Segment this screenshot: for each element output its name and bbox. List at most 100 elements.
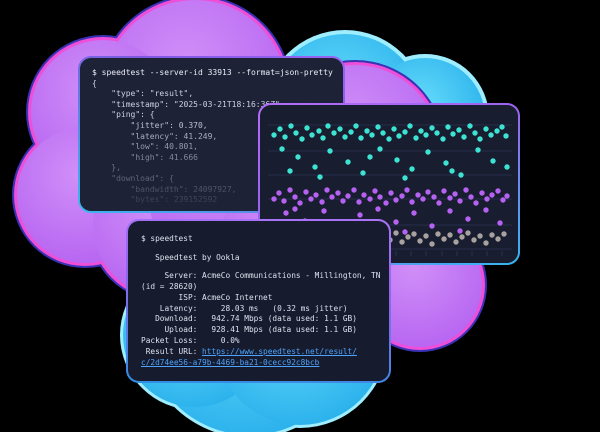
- dot-teal: [503, 133, 509, 139]
- dot-purple: [361, 192, 367, 198]
- dot-purple: [393, 197, 399, 203]
- dot-teal: [304, 125, 310, 131]
- dot-purple: [324, 187, 330, 193]
- terminal-window-speedtest-result: $ speedtest Speedtest by Ookla Server: A…: [126, 219, 391, 383]
- dot-teal: [467, 123, 473, 129]
- dot-purple: [420, 196, 426, 202]
- dot-purple: [409, 199, 415, 205]
- terminal-line: $ speedtest --server-id 33913 --format=j…: [92, 68, 333, 77]
- dot-purple: [457, 228, 463, 234]
- dot-teal: [295, 154, 301, 160]
- dot-purple: [489, 192, 495, 198]
- dot-teal: [316, 128, 322, 134]
- dot-purple: [271, 196, 277, 202]
- dot-teal: [353, 123, 359, 129]
- dot-teal: [456, 127, 462, 133]
- dot-gray: [489, 232, 495, 238]
- dot-teal: [287, 168, 293, 174]
- dot-teal: [458, 172, 464, 178]
- dot-teal: [391, 126, 397, 132]
- dot-purple: [377, 194, 383, 200]
- dot-purple: [500, 197, 506, 203]
- dot-purple: [383, 200, 389, 206]
- dot-teal: [409, 166, 415, 172]
- terminal-line: Latency: 28.03 ms (0.32 ms jitter): [141, 303, 348, 313]
- dot-gray: [477, 233, 483, 239]
- dot-teal: [472, 130, 478, 136]
- dot-teal: [360, 170, 366, 176]
- dot-purple: [321, 208, 327, 214]
- terminal-line: {: [92, 78, 97, 88]
- dot-purple: [345, 193, 351, 199]
- result-url-link[interactable]: https://www.speedtest.net/result/: [202, 346, 357, 356]
- dot-teal: [358, 135, 364, 141]
- dot-purple: [313, 192, 319, 198]
- dot-gray: [441, 236, 447, 242]
- dot-purple: [357, 212, 363, 218]
- dot-teal: [423, 132, 429, 138]
- terminal-line: Server: AcmeCo Communications - Millingt…: [141, 271, 381, 281]
- dot-teal: [375, 124, 381, 130]
- dot-purple: [356, 199, 362, 205]
- dot-teal: [279, 146, 285, 152]
- dot-purple: [431, 194, 437, 200]
- dot-teal: [490, 158, 496, 164]
- dot-gray: [495, 236, 501, 242]
- dot-teal: [293, 130, 299, 136]
- dot-teal: [369, 132, 375, 138]
- dot-teal: [277, 126, 283, 132]
- terminal-line: (id = 28620): [141, 281, 198, 291]
- dot-teal: [483, 126, 489, 132]
- dot-purple: [372, 188, 378, 194]
- dot-teal: [337, 126, 343, 132]
- dot-gray: [393, 230, 399, 236]
- dot-teal: [413, 135, 419, 141]
- dot-teal: [386, 136, 392, 142]
- terminal-line: "type": "result",: [92, 89, 194, 99]
- dot-gray: [501, 231, 507, 237]
- dot-purple: [415, 192, 421, 198]
- dot-gray: [435, 231, 441, 237]
- dot-teal: [429, 125, 435, 131]
- dot-gray: [483, 240, 489, 246]
- dot-teal: [477, 136, 483, 142]
- dot-purple: [375, 206, 381, 212]
- dot-purple: [292, 206, 298, 212]
- terminal-line: Upload: 928.41 Mbps (data used: 1.1 GB): [141, 325, 357, 335]
- dot-teal: [499, 124, 505, 130]
- result-url-link-continued[interactable]: c/2d74ee56-a79b-4469-ba21-0cecc92c8bcb: [141, 357, 320, 367]
- dot-gray: [405, 234, 411, 240]
- dot-purple: [393, 219, 399, 225]
- dot-teal: [445, 124, 451, 130]
- dot-purple: [441, 188, 447, 194]
- dot-teal: [407, 123, 413, 129]
- dot-teal: [312, 164, 318, 170]
- dot-purple: [465, 216, 471, 222]
- dot-gray: [399, 239, 405, 245]
- dot-teal: [394, 157, 400, 163]
- dot-teal: [504, 164, 510, 170]
- dot-gray: [453, 239, 459, 245]
- dot-purple: [479, 190, 485, 196]
- dot-purple: [411, 210, 417, 216]
- dot-purple: [388, 190, 394, 196]
- dot-teal: [271, 132, 277, 138]
- dot-purple: [402, 229, 408, 235]
- dot-teal: [288, 123, 294, 129]
- dot-teal: [425, 149, 431, 155]
- dot-teal: [331, 130, 337, 136]
- dot-purple: [276, 190, 282, 196]
- dot-teal: [342, 134, 348, 140]
- terminal-line-result-url-continued: c/2d74ee56-a79b-4469-ba21-0cecc92c8bcb: [141, 358, 376, 369]
- dot-teal: [317, 174, 323, 180]
- dot-gray: [465, 230, 471, 236]
- terminal-line: Speedtest by Ookla: [141, 252, 240, 262]
- dot-purple: [429, 223, 435, 229]
- dot-gray: [417, 238, 423, 244]
- terminal-line: Download: 942.74 Mbps (data used: 1.1 GB…: [141, 314, 357, 324]
- dot-purple: [303, 189, 309, 195]
- dot-teal: [380, 130, 386, 136]
- dot-gray: [459, 234, 465, 240]
- terminal-line: [141, 263, 376, 271]
